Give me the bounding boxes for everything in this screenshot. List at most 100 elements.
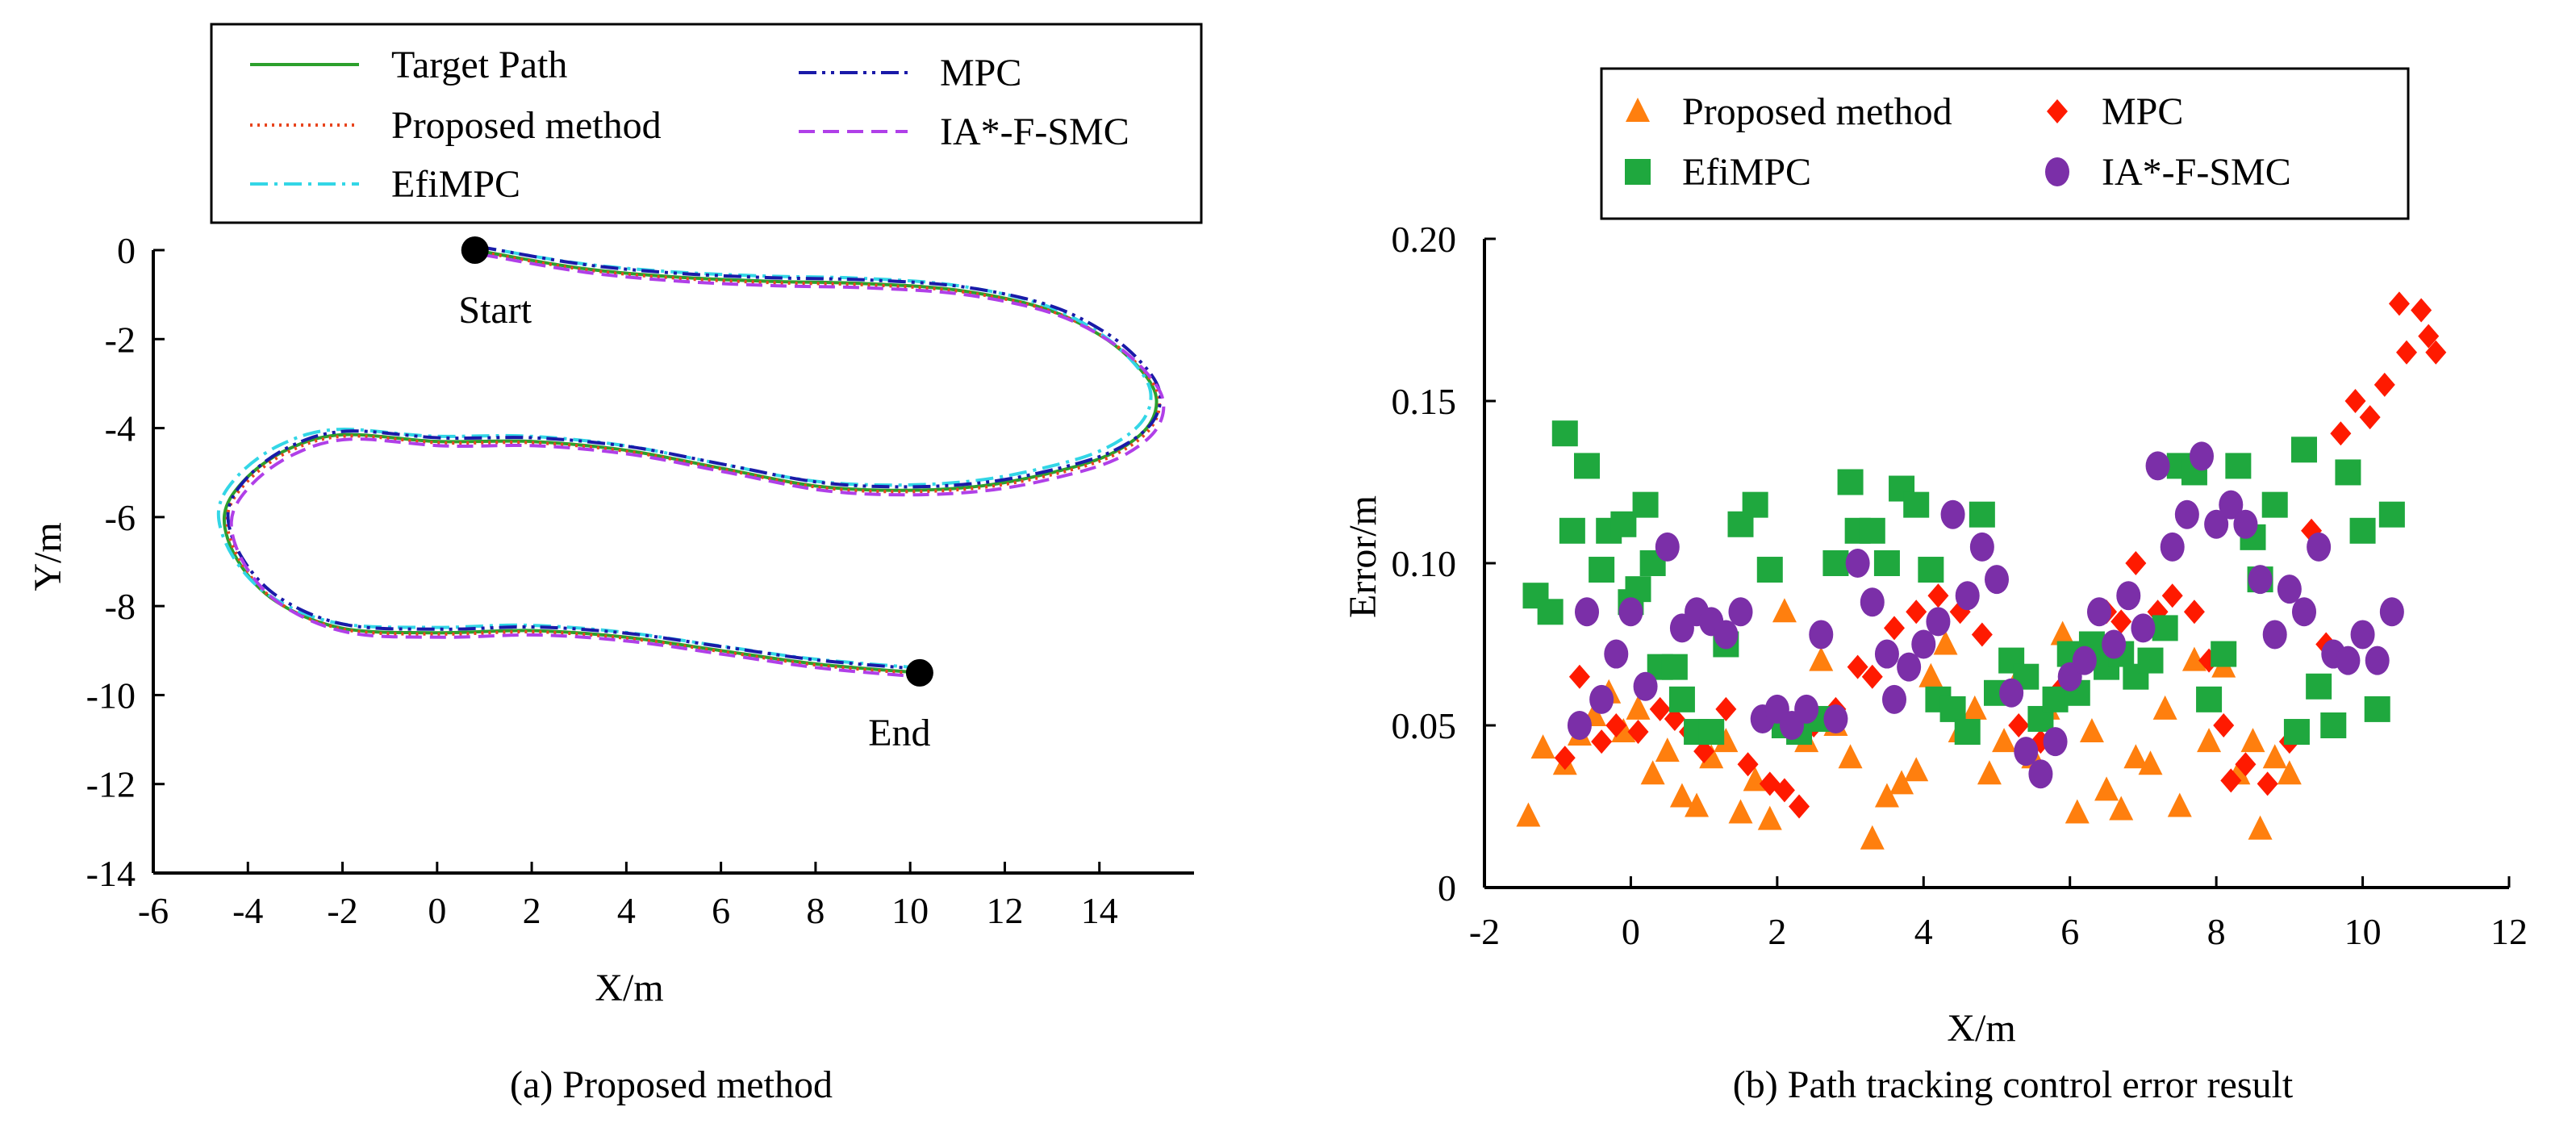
trajectory-legend: Target Path Proposed method EfiMPC MPC IA*-F… [210,23,1203,224]
point-efimpc [1632,491,1659,518]
point-mpc [1605,713,1627,737]
point-ia-f-smc [1655,532,1680,562]
legend-marker-efimpc [1625,159,1651,185]
point-efimpc [2152,615,2178,641]
point-mpc [1664,706,1685,731]
point-mpc [2257,771,2278,796]
point-mpc [1554,746,1576,771]
point-proposed-method [1962,695,1987,720]
point-ia-f-smc [1794,694,1819,724]
point-mpc [2411,298,2432,323]
trajectory-series [216,243,1166,679]
point-ia-f-smc [2043,727,2068,757]
error-series [1516,291,2447,850]
trajectory-x-axis-label: X/m [595,967,663,1009]
error-x-tick-label: 0 [1622,911,1640,952]
point-efimpc [1661,654,1688,680]
end-label: End [868,712,930,754]
legend-label-efimpc: EfiMPC [391,163,520,206]
point-proposed-method [2248,815,2273,840]
error-caption: (b) Path tracking control error result [1733,1063,2294,1106]
point-proposed-method [1640,760,1665,785]
error-y-tick-label: 0.15 [1392,381,1457,422]
point-ia-f-smc [2365,645,2390,675]
point-mpc [1906,600,1927,625]
error-x-tick-label: 2 [1768,911,1786,952]
point-efimpc [1756,557,1783,583]
point-efimpc [1589,557,1615,583]
trajectory-x-tick-label: 6 [712,890,730,931]
point-proposed-method [1874,783,1899,808]
legend-label-efimpc: EfiMPC [1682,151,1811,194]
series-line-mpc [226,244,1163,671]
point-mpc [2008,713,2030,737]
point-efimpc [2378,501,2405,528]
point-ia-f-smc [2174,499,2199,529]
point-ia-f-smc [2219,490,2244,520]
point-efimpc [2211,641,2237,667]
trajectory-x-tick-label: 0 [428,890,446,931]
error-chart: 0 0.05 0.10 0.15 0.20 -2 0 2 4 6 8 10 12 X/m Error/m… [1342,67,2528,1106]
point-efimpc [2320,712,2347,738]
trajectory-x-tick-label: -6 [138,890,169,931]
point-ia-f-smc [2292,597,2316,627]
legend-label-mpc: MPC [2102,90,2183,133]
point-proposed-method [2050,620,2075,645]
point-efimpc [2137,647,2164,674]
point-proposed-method [1992,728,2017,753]
point-proposed-method [1611,718,1636,743]
point-mpc [2161,583,2183,608]
error-x-axis-label: X/m [1947,1007,2015,1050]
trajectory-y-tick-label: -10 [86,675,136,716]
point-ia-f-smc [2116,581,2141,611]
point-ia-f-smc [1969,532,1994,562]
point-mpc [1591,729,1613,754]
point-efimpc [1574,453,1600,479]
point-efimpc [2261,491,2288,518]
trajectory-x-tick-label: 10 [891,890,929,931]
series-line-efimpc [216,243,1153,670]
point-mpc [2344,389,2366,413]
start-marker [461,236,489,264]
error-x-tick-label: 10 [2344,911,2382,952]
point-ia-f-smc [1845,549,1870,578]
legend-marker-ia-f-smc [2045,157,2069,186]
trajectory-y-tick-label: -12 [86,764,136,805]
point-proposed-method [1977,760,2002,785]
error-axes: 0 0.05 0.10 0.15 0.20 -2 0 2 4 6 8 10 12 [1392,219,2528,952]
error-x-tick-label: 6 [2060,911,2079,952]
legend-label-mpc: MPC [940,52,1021,94]
trajectory-y-tick-label: -14 [86,853,136,894]
point-efimpc [2196,686,2223,712]
point-proposed-method [1889,770,1914,795]
point-proposed-method [2167,792,2192,817]
point-ia-f-smc [1955,581,1980,611]
point-ia-f-smc [2190,441,2214,471]
point-mpc [2359,405,2381,430]
point-ia-f-smc [1911,629,1936,659]
point-efimpc [1939,696,1966,722]
point-proposed-method [1838,744,1863,769]
trajectory-y-tick-label: -2 [105,319,136,360]
point-ia-f-smc [1575,597,1599,627]
point-mpc [1861,664,1883,689]
point-ia-f-smc [1926,607,1951,637]
point-ia-f-smc [2028,759,2053,789]
point-ia-f-smc [2248,565,2273,595]
point-mpc [2418,324,2440,349]
point-efimpc [1903,491,1930,518]
point-proposed-method [2152,695,2177,720]
point-proposed-method [2240,728,2265,753]
series-line-proposed-method [225,249,1162,676]
point-ia-f-smc [1860,587,1885,617]
point-mpc [2330,421,2352,446]
point-ia-f-smc [1567,711,1592,740]
legend-marker-proposed-method [1626,98,1650,122]
point-proposed-method [2079,718,2104,743]
point-ia-f-smc [2102,629,2127,659]
point-mpc [1971,622,1993,647]
point-mpc [2388,291,2410,316]
point-proposed-method [1933,630,1958,655]
